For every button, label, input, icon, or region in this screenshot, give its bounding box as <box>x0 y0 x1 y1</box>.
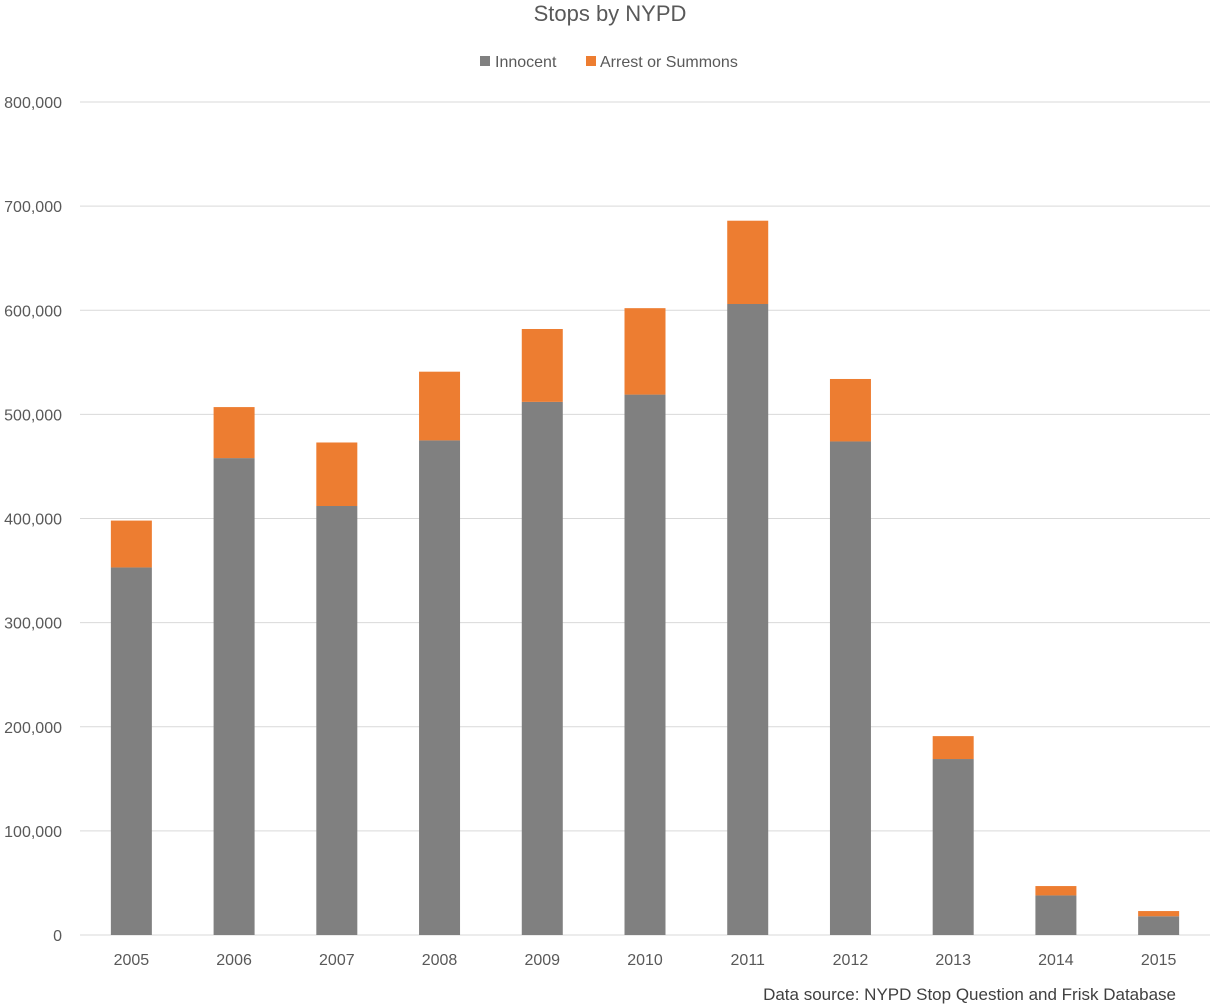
x-tick-label: 2007 <box>319 952 355 969</box>
legend-label: Innocent <box>495 54 557 71</box>
bar-arrest-or-summons-2015 <box>1138 911 1180 917</box>
bar-innocent-2013 <box>932 759 974 935</box>
bar-arrest-or-summons-2006 <box>213 407 255 459</box>
y-tick-label: 400,000 <box>4 512 62 529</box>
bar-innocent-2006 <box>213 458 255 935</box>
x-tick-label: 2012 <box>833 952 869 969</box>
bar-innocent-2008 <box>419 440 461 935</box>
y-tick-label: 600,000 <box>4 303 62 320</box>
bars <box>110 220 1180 935</box>
bar-innocent-2011 <box>727 304 769 935</box>
x-tick-label: 2013 <box>935 952 971 969</box>
bar-innocent-2015 <box>1138 916 1180 935</box>
x-tick-label: 2011 <box>731 952 766 969</box>
x-tick-label: 2008 <box>422 952 458 969</box>
y-axis-tick-labels: 0 100,000 200,000 300,000 400,000 500,000 600,… <box>4 95 62 945</box>
bar-arrest-or-summons-2007 <box>316 442 358 507</box>
y-tick-label: 100,000 <box>4 824 62 841</box>
x-tick-label: 2010 <box>627 952 663 969</box>
bar-arrest-or-summons-2005 <box>110 520 152 568</box>
bar-arrest-or-summons-2009 <box>521 328 563 402</box>
x-tick-label: 2006 <box>216 952 252 969</box>
legend-label: Arrest or Summons <box>600 54 738 71</box>
bar-innocent-2014 <box>1035 895 1077 935</box>
x-tick-label: 2015 <box>1141 952 1177 969</box>
x-tick-label: 2014 <box>1038 952 1074 969</box>
bar-arrest-or-summons-2013 <box>932 736 974 760</box>
x-tick-label: 2005 <box>114 952 150 969</box>
x-tick-label: 2009 <box>524 952 560 969</box>
bar-arrest-or-summons-2011 <box>727 220 769 305</box>
legend-swatch <box>480 56 490 66</box>
chart-title: Stops by NYPD <box>534 1 687 26</box>
bar-arrest-or-summons-2008 <box>419 371 461 441</box>
bar-arrest-or-summons-2014 <box>1035 886 1077 896</box>
y-tick-label: 500,000 <box>4 407 62 424</box>
data-source-note: Data source: NYPD Stop Question and Fris… <box>763 985 1176 1004</box>
bar-innocent-2005 <box>110 567 152 935</box>
bar-arrest-or-summons-2010 <box>624 308 666 395</box>
bar-innocent-2007 <box>316 506 358 935</box>
x-axis-tick-labels: 2005 2006 2007 2008 2009 2010 2011 2012 2013 2014… <box>114 952 1177 969</box>
y-tick-label: 700,000 <box>4 199 62 216</box>
bar-innocent-2009 <box>521 401 563 935</box>
y-tick-label: 300,000 <box>4 616 62 633</box>
y-tick-label: 200,000 <box>4 720 62 737</box>
legend: Innocent Arrest or Summons <box>480 54 738 71</box>
y-tick-label: 0 <box>53 928 62 945</box>
bar-innocent-2010 <box>624 394 666 935</box>
y-tick-label: 800,000 <box>4 95 62 112</box>
bar-innocent-2012 <box>829 441 871 935</box>
legend-swatch <box>586 56 596 66</box>
bar-arrest-or-summons-2012 <box>829 378 871 442</box>
